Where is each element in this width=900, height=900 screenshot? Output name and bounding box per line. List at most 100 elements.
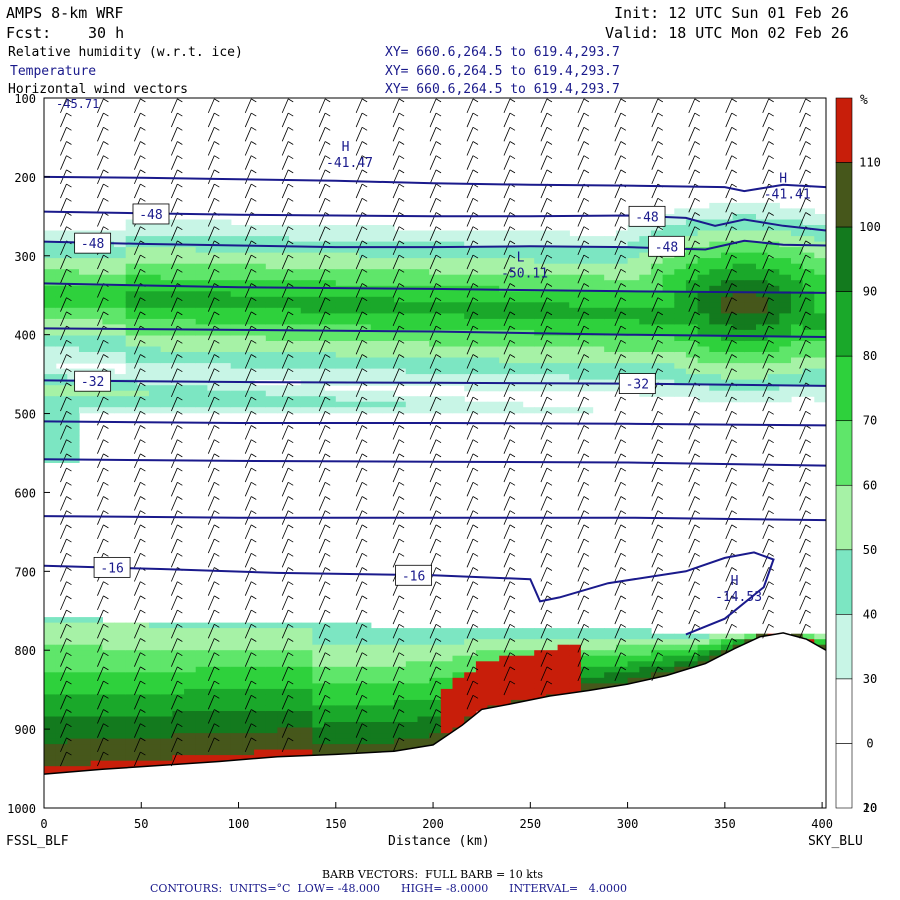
wind-barb [688, 538, 700, 554]
wind-barb [355, 297, 368, 312]
wind-barb [503, 226, 516, 241]
wind-barb [244, 666, 257, 682]
wind-barb [577, 666, 590, 682]
fcst-label: Fcst: [6, 24, 52, 42]
wind-barb [207, 723, 220, 738]
wind-barb [60, 496, 72, 511]
wind-barb [799, 524, 811, 540]
wind-barb [429, 339, 442, 355]
wind-barb [60, 297, 72, 312]
wind-barb [503, 297, 516, 312]
wind-barb [318, 112, 331, 128]
wind-barb [429, 425, 442, 440]
wind-barb [281, 666, 294, 682]
wind-barb [466, 98, 479, 114]
wind-barb [762, 98, 774, 114]
wind-barb [134, 268, 146, 284]
wind-barb [318, 382, 331, 398]
wind-barb [392, 396, 405, 412]
wind-barb [281, 396, 294, 412]
wind-barb [651, 283, 664, 298]
wind-barb [60, 311, 72, 327]
wind-barb [60, 524, 72, 540]
wind-barb [392, 709, 405, 724]
y-tick-label: 900 [14, 723, 36, 737]
wind-barb [392, 481, 405, 497]
wind-barb [355, 283, 368, 298]
wind-barb [725, 595, 737, 611]
wind-barb [540, 240, 553, 256]
wind-barb [540, 567, 553, 582]
wind-barb [207, 155, 220, 170]
wind-barb [762, 467, 774, 483]
colorbar-band [835, 484, 853, 551]
wind-barb [614, 524, 627, 540]
wind-barb [318, 141, 331, 156]
wind-barb [281, 226, 294, 241]
contour-label: -48 [139, 208, 162, 223]
wind-barb [725, 339, 737, 355]
wind-barb [170, 155, 183, 170]
wind-barb [466, 197, 479, 213]
wind-barb [651, 567, 664, 582]
wind-barb [725, 112, 737, 128]
wind-barb [281, 268, 294, 284]
wind-barb [688, 297, 700, 312]
y-tick-label: 800 [14, 644, 36, 658]
wind-barb [318, 311, 331, 327]
wind-barb [577, 467, 590, 483]
wind-barb [207, 183, 220, 199]
wind-barb [725, 623, 737, 639]
wind-barb [355, 694, 368, 710]
wind-barb [651, 126, 664, 142]
wind-barb [318, 439, 331, 454]
wind-barb [207, 382, 220, 398]
wind-barb [170, 197, 183, 213]
wind-barb [799, 567, 811, 582]
wind-barb [318, 680, 331, 696]
wind-barb [97, 197, 109, 213]
wind-barb [688, 439, 700, 454]
wind-barb [429, 481, 442, 497]
wind-barb [355, 325, 368, 341]
wind-barb [429, 368, 442, 383]
wind-barb [392, 623, 405, 639]
wind-barb [503, 240, 516, 256]
left-endpoint-label: FSSL_BLF [6, 834, 69, 849]
wind-barb [540, 169, 553, 185]
wind-barb [134, 709, 146, 724]
wind-barb [688, 311, 700, 327]
wind-barb [799, 169, 811, 185]
wind-barb [503, 496, 516, 511]
wind-barb [60, 510, 72, 525]
wind-barb [170, 297, 183, 312]
wind-barb [207, 609, 220, 625]
wind-barb [392, 524, 405, 540]
wind-barb [318, 496, 331, 511]
x-tick-label: 0 [40, 817, 47, 831]
wind-barb [244, 467, 257, 483]
wind-barb [244, 425, 257, 440]
contour-label-box [648, 235, 685, 257]
wind-barb [355, 723, 368, 738]
wind-barb [429, 609, 442, 625]
wind-barb [614, 354, 627, 369]
wind-barb [429, 297, 442, 312]
wind-barb [799, 467, 811, 483]
wind-barb [651, 339, 664, 355]
wind-barb [97, 254, 109, 270]
wind-barb [429, 723, 442, 738]
wind-barb [318, 609, 331, 625]
wind-barb [134, 183, 146, 199]
wind-barb [429, 268, 442, 284]
wind-barb [762, 268, 774, 284]
wind-barb [207, 709, 220, 724]
wind-barb [466, 354, 479, 369]
wind-barb [466, 652, 479, 667]
wind-barb [244, 240, 257, 256]
contour-label: -48 [635, 210, 658, 225]
wind-barb [318, 126, 331, 142]
wind-barb [281, 467, 294, 483]
wind-barb [688, 112, 700, 128]
wind-barb [799, 155, 811, 170]
